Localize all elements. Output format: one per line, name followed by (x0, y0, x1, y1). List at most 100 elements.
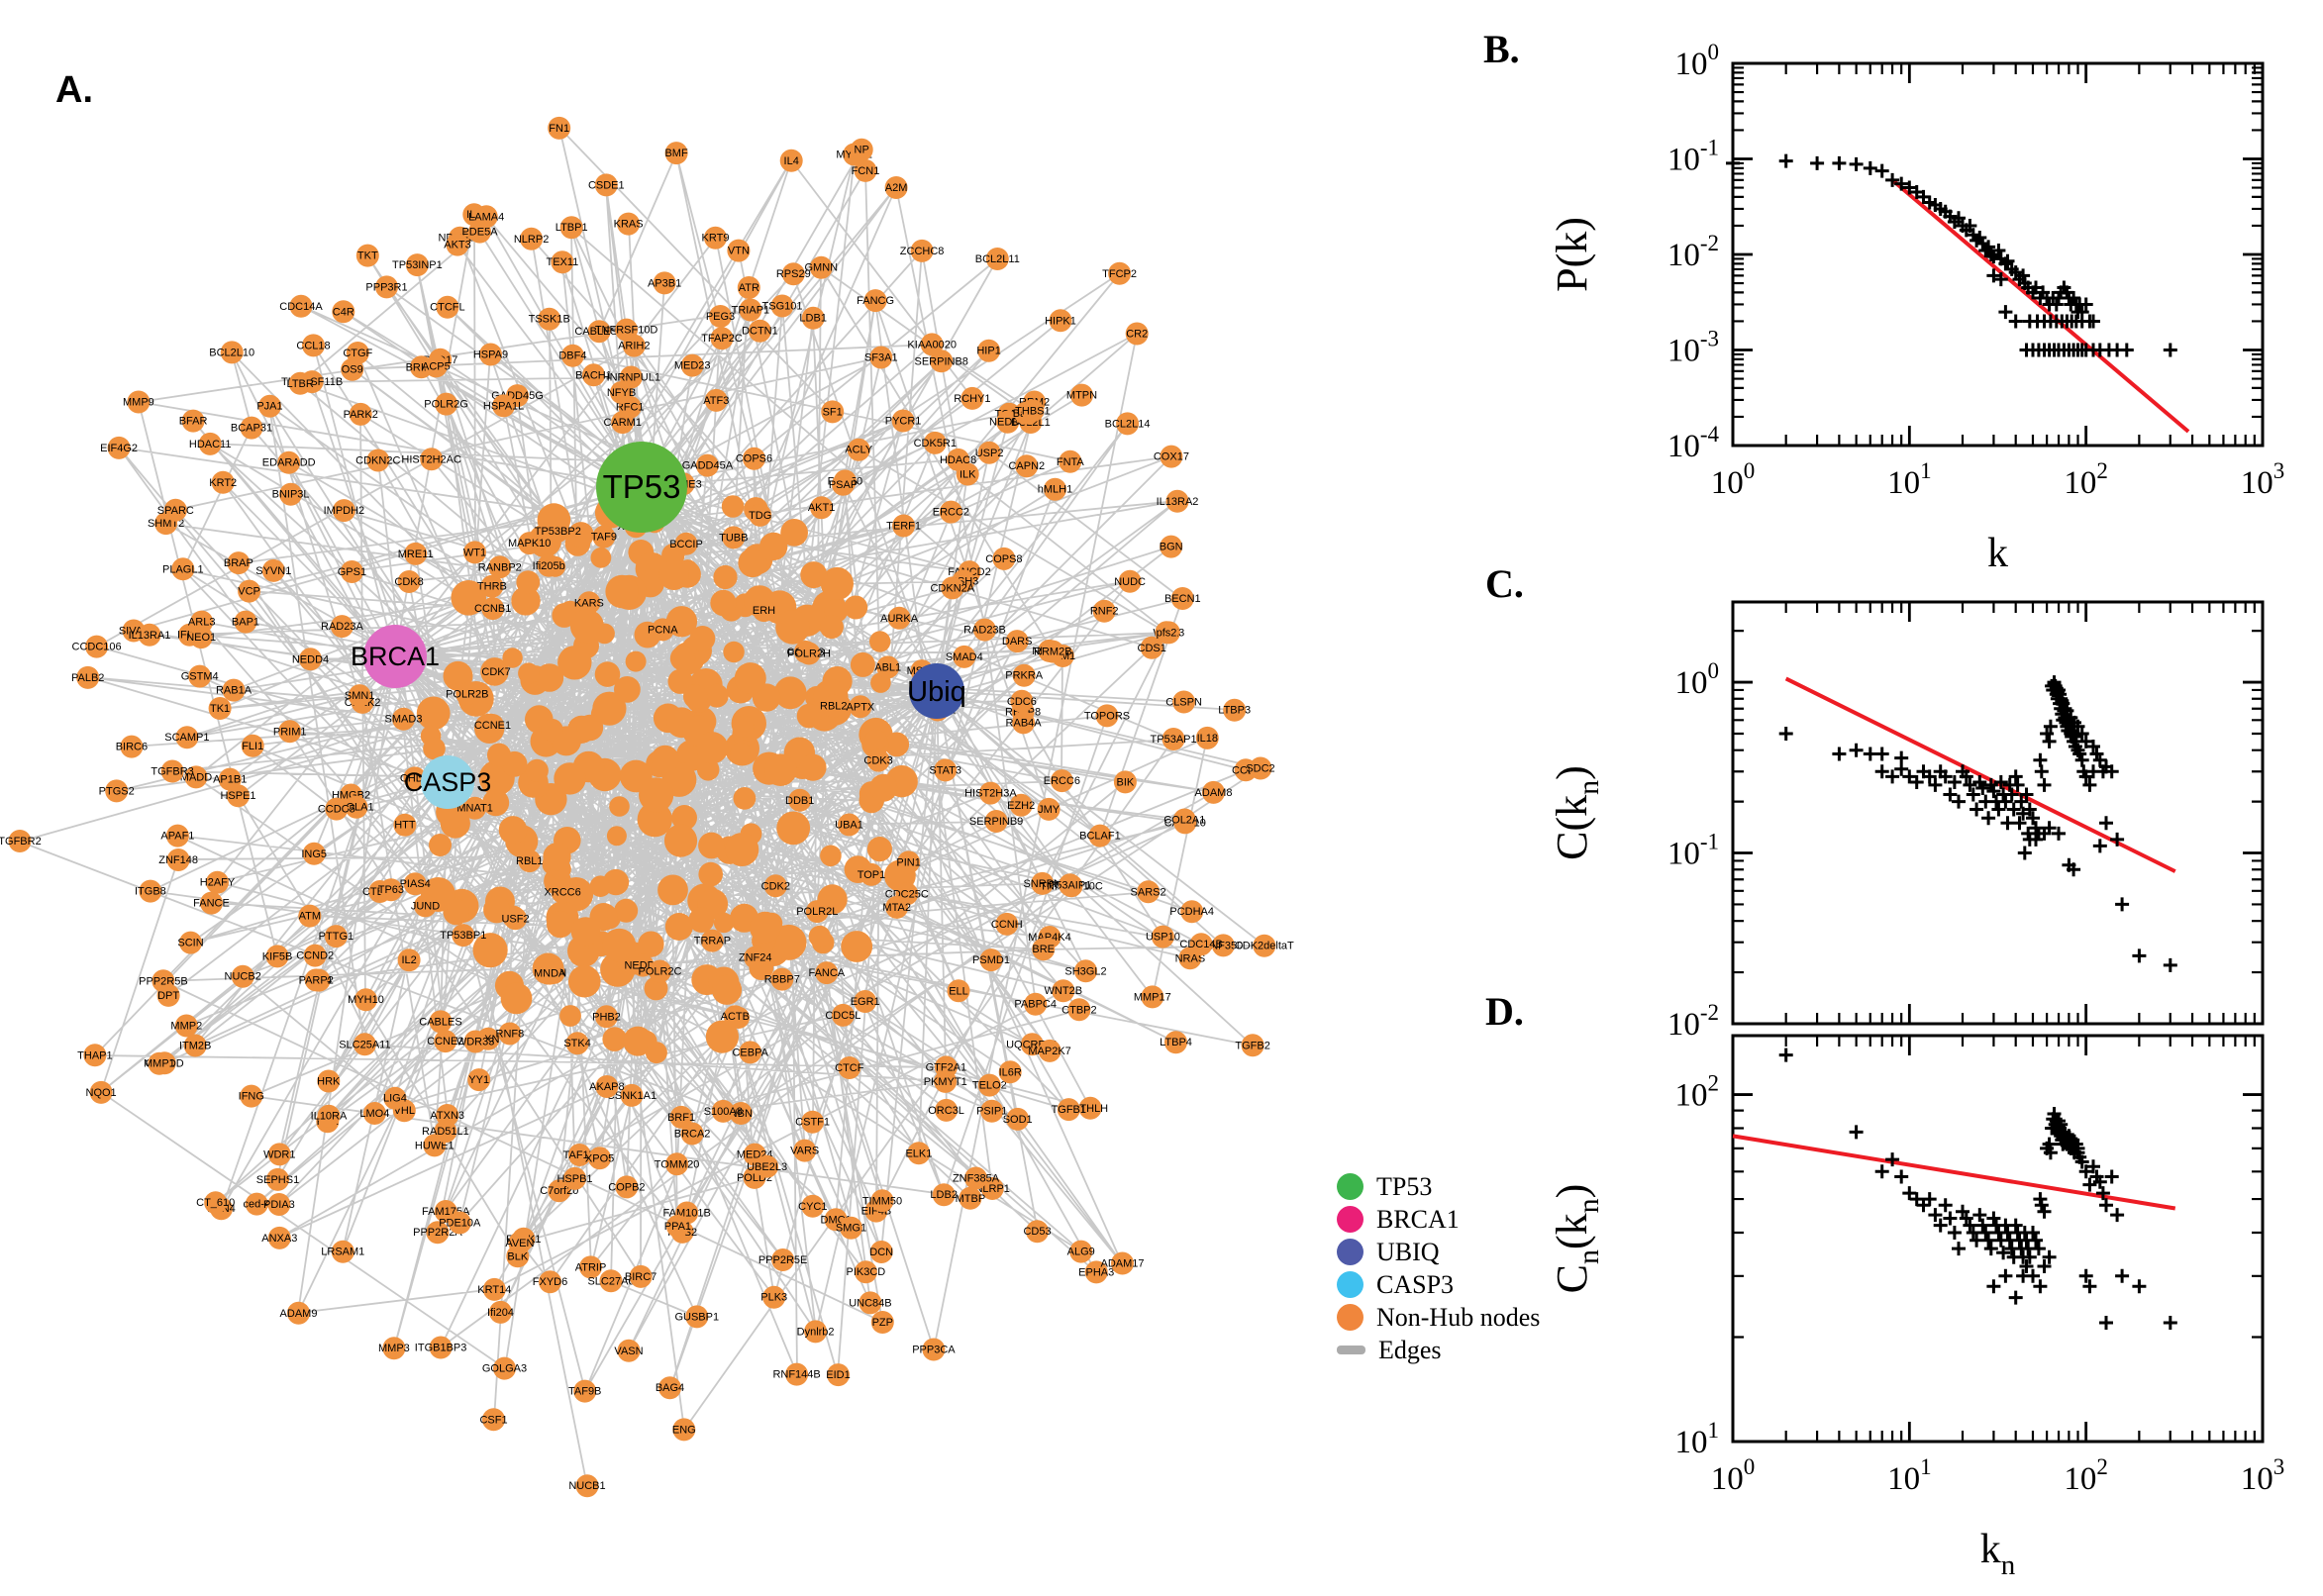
legend-label: CASP3 (1376, 1269, 1455, 1299)
network-node-label: ZNF24 (739, 952, 772, 964)
network-node: DBF4 (558, 344, 586, 367)
network-node: P53AIP1 (1049, 873, 1091, 897)
network-node-label: PYCR1 (885, 416, 922, 428)
network-node-label: PSIP1 (976, 1106, 1007, 1118)
network-node-label: KRT9 (702, 233, 730, 245)
network-node-label: EPHA3 (1078, 1266, 1114, 1278)
network-node-label: NUCB2 (225, 971, 261, 983)
network-node: DCTN1 (742, 319, 778, 343)
network-node-label: RNF8 (496, 1029, 525, 1041)
network-node: PJA1 (256, 394, 283, 418)
network-node-label: SLC27A6 (587, 1275, 634, 1287)
network-node-label: WNT2B (1045, 985, 1083, 997)
network-node: EDARADD (262, 450, 316, 474)
network-node: PIAS4 (400, 872, 431, 896)
network-node-label: A2M (885, 182, 908, 194)
network-node-label: OS9 (342, 364, 363, 376)
network-node-label: PDE5A (461, 227, 498, 239)
network-node-label: MMP1 (144, 1058, 175, 1070)
tick-label: 10-2 (1667, 231, 1719, 273)
network-node: TDG (749, 503, 771, 527)
network-node: CSTF1 (795, 1110, 830, 1134)
legend-label: Non-Hub nodes (1376, 1302, 1541, 1332)
network-node: CDS1 (1138, 636, 1166, 659)
network-node-label: NP (855, 145, 869, 156)
scatter-points (1778, 1047, 2177, 1330)
network-node-label: PARP2 (299, 974, 334, 986)
network-node: LRSAM1 (321, 1240, 364, 1263)
ubiq-dot-icon (1337, 1239, 1364, 1265)
network-node-label: CTGF (343, 348, 372, 359)
network-node-label: TGFBR3 (151, 766, 193, 778)
network-node: MMP17 (1134, 985, 1171, 1009)
network-node-label: POLR2L (796, 906, 838, 918)
legend-label: BRCA1 (1376, 1204, 1460, 1234)
network-node-label: H2AFY (200, 877, 236, 889)
network-node-label: TGFBR2 (0, 836, 42, 848)
network-node: NQO1 (86, 1080, 117, 1104)
network-node: SMN1 (345, 684, 374, 708)
network-node: RBL1 (516, 849, 544, 873)
network-node: CEBPA (732, 1041, 769, 1064)
network-node-label: AKT3 (444, 240, 471, 251)
network-node-label: TP53BP1 (440, 930, 486, 942)
network-node: ERCC6 (1044, 769, 1080, 793)
network-node: TGFB1 (1052, 1098, 1086, 1122)
network-node: EGR1 (851, 990, 880, 1013)
network-node: ATM (298, 904, 322, 928)
network-node: RNF2 (1090, 599, 1119, 623)
network-node-label: EIF4G2 (100, 443, 138, 454)
network-node: MMP3 (378, 1337, 410, 1360)
network-node: BCL2L10 (209, 341, 254, 364)
network-node: RBBP7 (764, 967, 800, 991)
network-node: Dynlrb2 (797, 1320, 835, 1344)
network-node: S100A8 (704, 1099, 743, 1123)
network-node-label: BRF1 (667, 1112, 695, 1124)
network-node-label: LDB1 (799, 313, 827, 325)
network-node-label: TP53AP1 (1151, 734, 1197, 746)
network-node: ATXN3 (430, 1104, 464, 1127)
network-node-label: ATXN3 (430, 1110, 464, 1122)
nonhub-dot-icon (1337, 1304, 1364, 1331)
network-node: PPP2R5E (758, 1248, 807, 1271)
network-node-label: UNC84B (849, 1297, 891, 1309)
x-axis-title: kn (1980, 1527, 2016, 1581)
tp53-dot-icon (1337, 1173, 1364, 1200)
network-node: ITGB1BP3 (415, 1336, 466, 1359)
network-node-label: CD53 (1023, 1226, 1051, 1238)
tick-label: 10-1 (1667, 136, 1719, 178)
network-node: CDK3 (863, 748, 893, 772)
network-node: RAD23A (321, 615, 363, 639)
network-node: ELK1 (905, 1142, 932, 1165)
network-node-label: IL13RA1 (129, 630, 171, 642)
tick-label: 101 (1887, 458, 1932, 501)
network-node-label: SERPINB8 (914, 355, 967, 367)
network-node: PIN1 (896, 850, 921, 874)
network-node: hMLH1 (1038, 477, 1072, 501)
network-node-label: CR2 (1126, 329, 1148, 341)
network-node: IMPDH2 (324, 499, 364, 523)
network-node: CCDC106 (72, 635, 122, 658)
network-node: JMY (1037, 797, 1060, 821)
network-node: IFNG (239, 1084, 264, 1108)
network-node: WDR33 (456, 1030, 494, 1053)
network-node: PZP (870, 1311, 894, 1334)
network-node-label: TAF9 (591, 532, 617, 544)
network-node: LTBP4 (1160, 1031, 1192, 1054)
network-node: HSPA9 (473, 343, 508, 366)
network-node: ZNF350 (1204, 934, 1243, 957)
network-node-label: PLAGL1 (162, 563, 204, 575)
network-node-label: TOMM20 (655, 1158, 700, 1170)
network-node: CSDE1 (588, 173, 625, 197)
fit-line (1890, 178, 2190, 434)
network-node: TKT (355, 244, 379, 267)
network-node-label: CDK7 (481, 666, 510, 678)
network-node: BIK (1113, 770, 1137, 794)
network-node: TRIAP1 (732, 298, 769, 322)
network-node-label: TAF1B (563, 1149, 596, 1161)
network-node-label: CDK2deltaT (1235, 941, 1294, 952)
network-node: KRT2 (209, 470, 237, 494)
network-node-label: SOD1 (1003, 1114, 1033, 1126)
network-node: TRRAP (694, 929, 731, 952)
network-node: TSG101 (762, 294, 802, 318)
